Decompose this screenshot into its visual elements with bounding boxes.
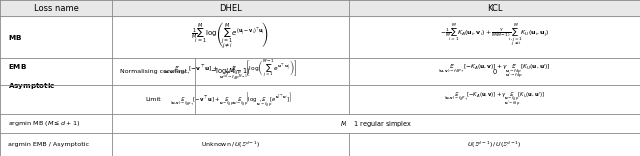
Text: Normalising constant: Normalising constant — [120, 69, 187, 74]
Text: $\mathbf{EMB}$: $\mathbf{EMB}$ — [8, 62, 28, 71]
Text: $-\frac{1}{M}\!\sum_{i=1}^{M}\!K_A(\mathbf{u}_i,\mathbf{v}_i)+\frac{\gamma}{M(M\: $-\frac{1}{M}\!\sum_{i=1}^{M}\!K_A(\math… — [440, 22, 549, 48]
Text: Limit: Limit — [146, 97, 161, 102]
Bar — [346, 114, 351, 133]
Text: Loss name: Loss name — [33, 4, 79, 13]
Text: $\underset{(\mathbf{u},\mathbf{v})\sim f_{\#}P_+}{\mathbb{E}}\!\left[-K_A(\mathb: $\underset{(\mathbf{u},\mathbf{v})\sim f… — [444, 91, 545, 108]
Text: $\underset{(\mathbf{u},\mathbf{v})\sim f_{\#}p_+}{\mathbb{E}}\!\left[-\mathbf{v}: $\underset{(\mathbf{u},\mathbf{v})\sim f… — [163, 59, 298, 83]
Text: $\underset{(\mathbf{u},\mathbf{v})\sim f_{\#}P_+}{\mathbb{E}}\!\left[-K_A(\mathb: $\underset{(\mathbf{u},\mathbf{v})\sim f… — [438, 63, 551, 80]
Text: argmin EMB / Asymptotic: argmin EMB / Asymptotic — [8, 142, 90, 147]
Text: $U(\mathbb{S}^{d-1})\,/\,U(\mathbb{S}^{d-1})$: $U(\mathbb{S}^{d-1})\,/\,U(\mathbb{S}^{d… — [467, 139, 522, 150]
Text: $M-1$ regular simplex: $M-1$ regular simplex — [340, 119, 412, 129]
Text: Unknown $/ U(\mathbb{S}^{d-1})$: Unknown $/ U(\mathbb{S}^{d-1})$ — [201, 139, 260, 150]
Text: DHEL: DHEL — [219, 4, 242, 13]
Text: KCL: KCL — [486, 4, 502, 13]
Text: argmin MB $(M \leq d+1)$: argmin MB $(M \leq d+1)$ — [8, 119, 81, 128]
Text: $-\log(M-1)$: $-\log(M-1)$ — [211, 66, 250, 76]
Text: $\frac{1}{M}\!\sum_{i=1}^{M}\log\!\left(\!\sum_{\substack{j=1\\j\neq i}}^{M}e^{(: $\frac{1}{M}\!\sum_{i=1}^{M}\log\!\left(… — [191, 20, 269, 51]
Text: $\mathbf{MB}$: $\mathbf{MB}$ — [8, 33, 22, 41]
Text: $\underset{(\mathbf{u},\mathbf{v})\sim f_{\#}p_+}{\mathbb{E}}\!\left[-\mathbf{v}: $\underset{(\mathbf{u},\mathbf{v})\sim f… — [170, 90, 291, 109]
Bar — [0, 0, 640, 16]
Text: $\mathbf{Asymptotic}$: $\mathbf{Asymptotic}$ — [8, 81, 56, 91]
Text: $0$: $0$ — [492, 67, 497, 76]
